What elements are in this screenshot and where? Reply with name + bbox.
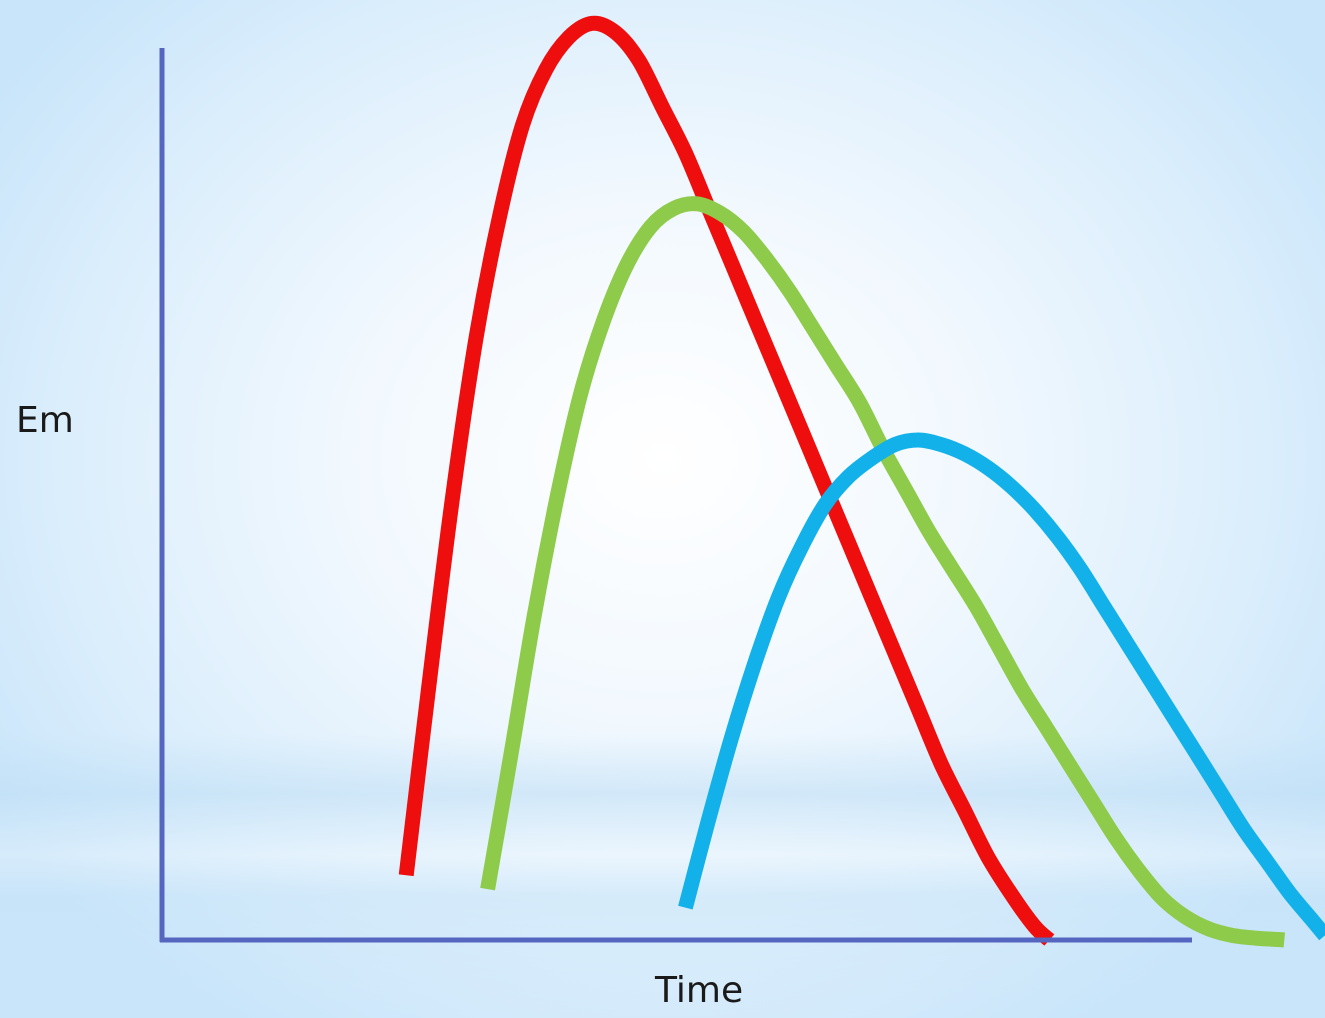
x-axis-label: Time <box>655 970 744 1011</box>
green-curve <box>480 196 1286 948</box>
y-axis-label: Em <box>16 400 74 441</box>
blue-curve <box>678 432 1325 941</box>
curves-layer <box>398 15 1325 948</box>
